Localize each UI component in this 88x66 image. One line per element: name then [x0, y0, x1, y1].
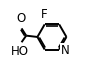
Text: N: N [61, 44, 70, 57]
Text: HO: HO [11, 45, 29, 58]
Text: F: F [41, 8, 47, 21]
Text: O: O [17, 12, 26, 25]
